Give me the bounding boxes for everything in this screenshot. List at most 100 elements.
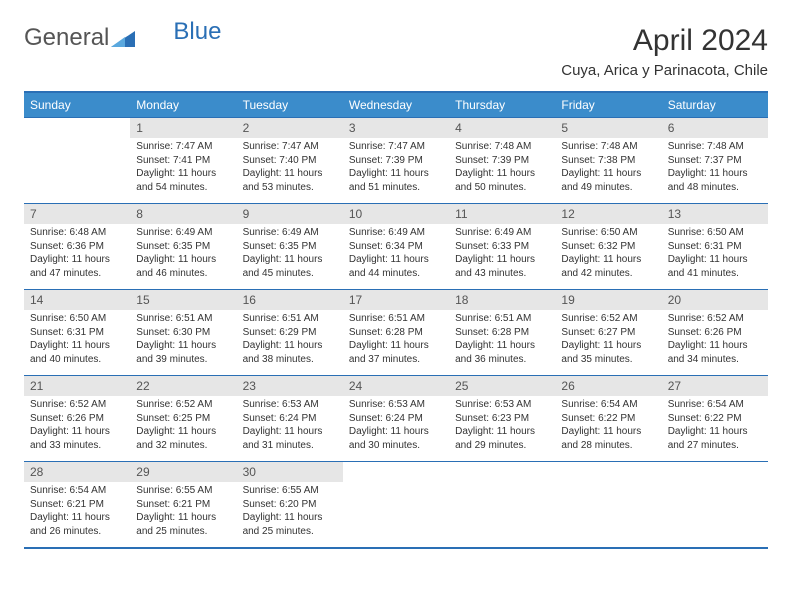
sunset-line: Sunset: 6:22 PM xyxy=(561,413,635,424)
sunset-line: Sunset: 6:22 PM xyxy=(668,413,742,424)
daylight-line: Daylight: 11 hours and 27 minutes. xyxy=(668,426,748,451)
calendar-head: SundayMondayTuesdayWednesdayThursdayFrid… xyxy=(24,92,768,118)
day-details: Sunrise: 6:50 AMSunset: 6:31 PMDaylight:… xyxy=(662,224,768,284)
header: General Blue April 2024 Cuya, Arica y Pa… xyxy=(24,24,768,79)
day-details: Sunrise: 7:48 AMSunset: 7:37 PMDaylight:… xyxy=(662,138,768,198)
day-number: 9 xyxy=(237,204,343,224)
day-details: Sunrise: 6:52 AM Sunset: 6:26 PM Daylight:… xyxy=(24,396,130,456)
day-header: Thursday xyxy=(449,92,555,118)
sunrise-line: Sunrise: 6:49 AM xyxy=(349,227,425,238)
daylight-line: Daylight: 11 hours and 26 minutes. xyxy=(30,512,110,537)
calendar-day: 27Sunrise: 6:54 AMSunset: 6:22 PMDayligh… xyxy=(662,376,768,462)
daylight-line: Daylight: 11 hours and 38 minutes. xyxy=(243,340,323,365)
daylight-line: Daylight: 11 hours and 37 minutes. xyxy=(349,340,429,365)
day-details: Sunrise: 7:48 AMSunset: 7:38 PMDaylight:… xyxy=(555,138,661,198)
sunrise-line: Sunrise: 6:52 AM xyxy=(668,313,744,324)
sunrise-line: Sunrise: 6:54 AM xyxy=(30,485,106,496)
calendar-week: 1Sunrise: 7:47 AMSunset: 7:41 PMDaylight… xyxy=(24,118,768,204)
calendar-day: 23Sunrise: 6:53 AMSunset: 6:24 PMDayligh… xyxy=(237,376,343,462)
day-number: 16 xyxy=(237,290,343,310)
day-details: Sunrise: 6:48 AM Sunset: 6:36 PM Daylight:… xyxy=(24,224,130,284)
calendar-day: 10Sunrise: 6:49 AMSunset: 6:34 PMDayligh… xyxy=(343,204,449,290)
sunset-line: Sunset: 6:26 PM xyxy=(30,413,104,424)
sunset-line: Sunset: 6:31 PM xyxy=(30,327,104,338)
calendar-day: 3Sunrise: 7:47 AMSunset: 7:39 PMDaylight… xyxy=(343,118,449,204)
sunset-line: Sunset: 6:29 PM xyxy=(243,327,317,338)
calendar-body: 1Sunrise: 7:47 AMSunset: 7:41 PMDaylight… xyxy=(24,118,768,548)
calendar-empty xyxy=(24,118,130,204)
calendar-day: 21 Sunrise: 6:52 AM Sunset: 6:26 PM Dayligh… xyxy=(24,376,130,462)
calendar-table: SundayMondayTuesdayWednesdayThursdayFrid… xyxy=(24,91,768,549)
sunset-line: Sunset: 6:28 PM xyxy=(455,327,529,338)
calendar-day: 16Sunrise: 6:51 AMSunset: 6:29 PMDayligh… xyxy=(237,290,343,376)
daylight-line: Daylight: 11 hours and 35 minutes. xyxy=(561,340,641,365)
sunrise-line: Sunrise: 6:51 AM xyxy=(349,313,425,324)
day-number: 14 xyxy=(24,290,130,310)
daylight-line: Daylight: 11 hours and 25 minutes. xyxy=(136,512,216,537)
calendar-day: 1Sunrise: 7:47 AMSunset: 7:41 PMDaylight… xyxy=(130,118,236,204)
daylight-line: Daylight: 11 hours and 33 minutes. xyxy=(30,426,110,451)
sunset-line: Sunset: 6:28 PM xyxy=(349,327,423,338)
day-details: Sunrise: 6:53 AMSunset: 6:24 PMDaylight:… xyxy=(343,396,449,456)
calendar-day: 20Sunrise: 6:52 AMSunset: 6:26 PMDayligh… xyxy=(662,290,768,376)
daylight-line: Daylight: 11 hours and 32 minutes. xyxy=(136,426,216,451)
daylight-line: Daylight: 11 hours and 47 minutes. xyxy=(30,254,110,279)
day-details: Sunrise: 6:49 AMSunset: 6:35 PMDaylight:… xyxy=(237,224,343,284)
calendar-day: 14Sunrise: 6:50 AMSunset: 6:31 PMDayligh… xyxy=(24,290,130,376)
calendar-day: 26Sunrise: 6:54 AMSunset: 6:22 PMDayligh… xyxy=(555,376,661,462)
calendar-day: 2Sunrise: 7:47 AMSunset: 7:40 PMDaylight… xyxy=(237,118,343,204)
day-details: Sunrise: 6:55 AMSunset: 6:21 PMDaylight:… xyxy=(130,482,236,542)
sunrise-line: Sunrise: 6:49 AM xyxy=(455,227,531,238)
sunset-line: Sunset: 7:38 PM xyxy=(561,155,635,166)
sunrise-line: Sunrise: 7:48 AM xyxy=(455,141,531,152)
sunrise-line: Sunrise: 6:52 AM xyxy=(561,313,637,324)
day-number: 26 xyxy=(555,376,661,396)
calendar-week: 28Sunrise: 6:54 AMSunset: 6:21 PMDayligh… xyxy=(24,462,768,548)
calendar-day: 15Sunrise: 6:51 AMSunset: 6:30 PMDayligh… xyxy=(130,290,236,376)
calendar-empty xyxy=(449,462,555,548)
day-number: 21 xyxy=(24,376,130,396)
daylight-line: Daylight: 11 hours and 34 minutes. xyxy=(668,340,748,365)
day-details: Sunrise: 6:51 AMSunset: 6:30 PMDaylight:… xyxy=(130,310,236,370)
sunrise-line: Sunrise: 6:55 AM xyxy=(243,485,319,496)
daylight-line: Daylight: 11 hours and 25 minutes. xyxy=(243,512,323,537)
calendar-day: 8Sunrise: 6:49 AMSunset: 6:35 PMDaylight… xyxy=(130,204,236,290)
day-number: 8 xyxy=(130,204,236,224)
day-details: Sunrise: 6:54 AMSunset: 6:21 PMDaylight:… xyxy=(24,482,130,542)
day-number: 20 xyxy=(662,290,768,310)
daylight-line: Daylight: 11 hours and 51 minutes. xyxy=(349,168,429,193)
day-number: 18 xyxy=(449,290,555,310)
calendar-day: 24Sunrise: 6:53 AMSunset: 6:24 PMDayligh… xyxy=(343,376,449,462)
daylight-line: Daylight: 11 hours and 30 minutes. xyxy=(349,426,429,451)
day-number: 22 xyxy=(130,376,236,396)
day-details: Sunrise: 6:54 AMSunset: 6:22 PMDaylight:… xyxy=(555,396,661,456)
sunset-line: Sunset: 7:41 PM xyxy=(136,155,210,166)
sunrise-line: Sunrise: 6:52 AM xyxy=(136,399,212,410)
sunset-line: Sunset: 6:36 PM xyxy=(30,241,104,252)
calendar-day: 18Sunrise: 6:51 AMSunset: 6:28 PMDayligh… xyxy=(449,290,555,376)
sunset-line: Sunset: 7:39 PM xyxy=(455,155,529,166)
sunrise-line: Sunrise: 6:52 AM xyxy=(30,399,106,410)
sunset-line: Sunset: 6:31 PM xyxy=(668,241,742,252)
calendar-empty xyxy=(662,462,768,548)
day-number: 10 xyxy=(343,204,449,224)
sunrise-line: Sunrise: 6:55 AM xyxy=(136,485,212,496)
calendar-week: 7Sunrise: 6:48 AMSunset: 6:36 PMDaylight… xyxy=(24,204,768,290)
calendar-day: 7Sunrise: 6:48 AMSunset: 6:36 PMDaylight… xyxy=(24,204,130,290)
day-details: Sunrise: 6:55 AM Sunset: 6:20 PM Daylight:… xyxy=(237,482,343,542)
calendar-day: 6Sunrise: 7:48 AMSunset: 7:37 PMDaylight… xyxy=(662,118,768,204)
sunrise-line: Sunrise: 6:53 AM xyxy=(243,399,319,410)
sunset-line: Sunset: 6:35 PM xyxy=(243,241,317,252)
day-details: Sunrise: 7:47 AMSunset: 7:39 PMDaylight:… xyxy=(343,138,449,198)
day-header: Friday xyxy=(555,92,661,118)
sunset-line: Sunset: 6:24 PM xyxy=(243,413,317,424)
day-number: 3 xyxy=(343,118,449,138)
day-number: 11 xyxy=(449,204,555,224)
sunset-line: Sunset: 6:20 PM xyxy=(243,499,317,510)
sunset-line: Sunset: 6:25 PM xyxy=(136,413,210,424)
calendar-day: 4Sunrise: 7:48 AMSunset: 7:39 PMDaylight… xyxy=(449,118,555,204)
day-details: Sunrise: 6:49 AMSunset: 6:35 PMDaylight:… xyxy=(130,224,236,284)
location-text: Cuya, Arica y Parinacota, Chile xyxy=(561,62,768,79)
sunrise-line: Sunrise: 6:48 AM xyxy=(30,227,106,238)
day-header: Saturday xyxy=(662,92,768,118)
